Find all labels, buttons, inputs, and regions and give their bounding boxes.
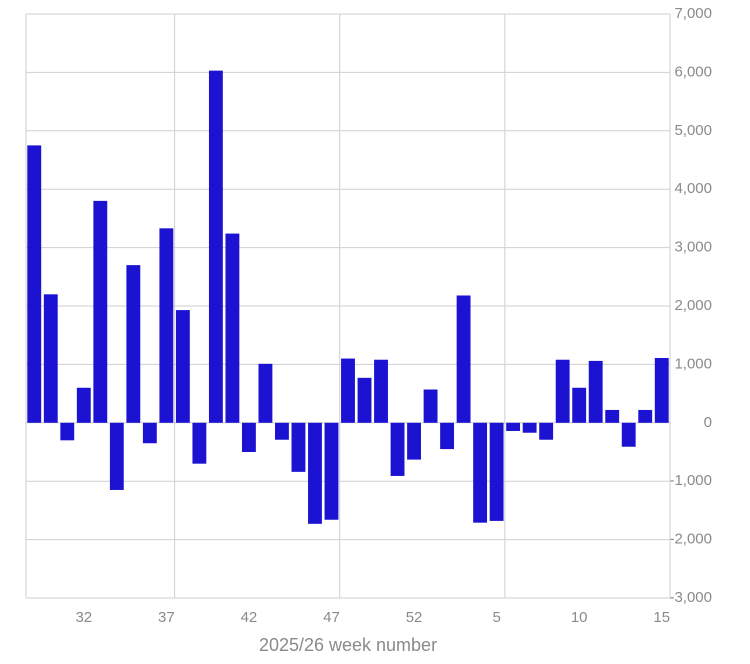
bar (489, 422, 504, 521)
bar (654, 357, 669, 423)
bar (241, 422, 256, 452)
bar (407, 422, 421, 460)
bar (258, 363, 273, 423)
bar (159, 228, 174, 423)
y-tick-label: -2,000 (669, 531, 712, 548)
y-tick-label: 0 (704, 414, 712, 431)
x-tick-label: 42 (241, 609, 258, 626)
bar (126, 265, 141, 423)
bar (440, 422, 455, 450)
x-tick-label: 32 (75, 609, 92, 626)
bar (621, 422, 636, 447)
bar (60, 422, 75, 441)
bar (341, 358, 355, 423)
bar (192, 422, 207, 464)
bar (27, 145, 42, 423)
bar (539, 422, 554, 440)
bar (423, 389, 438, 423)
bar (208, 70, 223, 423)
bar (225, 233, 240, 423)
x-tick-label: 10 (571, 609, 588, 626)
bar (638, 409, 653, 423)
bar (357, 377, 372, 423)
bar (308, 422, 322, 524)
bar (76, 387, 91, 423)
y-tick-label: -1,000 (669, 472, 712, 489)
bar (324, 422, 339, 520)
bar (588, 360, 603, 423)
y-tick-label: 2,000 (674, 297, 712, 314)
bar (291, 422, 306, 472)
bar (374, 359, 388, 423)
y-tick-label: -3,000 (669, 589, 712, 606)
bar (390, 422, 405, 476)
x-tick-label: 52 (406, 609, 423, 626)
bar (456, 295, 471, 423)
y-tick-label: 1,000 (674, 355, 712, 372)
bar (572, 387, 587, 423)
bar (142, 422, 157, 444)
x-tick-label: 37 (158, 609, 175, 626)
bar (175, 310, 190, 423)
bar (43, 294, 58, 423)
x-tick-label: 15 (653, 609, 670, 626)
bar (109, 422, 124, 490)
x-axis-title: 2025/26 week number (259, 635, 437, 655)
y-tick-label: 7,000 (674, 5, 712, 22)
y-tick-label: 5,000 (674, 122, 712, 139)
bar (93, 200, 108, 423)
y-tick-label: 3,000 (674, 239, 712, 256)
bar (555, 359, 570, 423)
x-tick-label: 5 (492, 609, 500, 626)
y-tick-label: 6,000 (674, 63, 712, 80)
bar (605, 409, 620, 423)
bar (522, 422, 537, 433)
y-tick-label: 4,000 (674, 180, 712, 197)
bar (506, 422, 521, 431)
bar (275, 422, 289, 440)
x-tick-label: 47 (323, 609, 340, 626)
bar (473, 422, 488, 523)
